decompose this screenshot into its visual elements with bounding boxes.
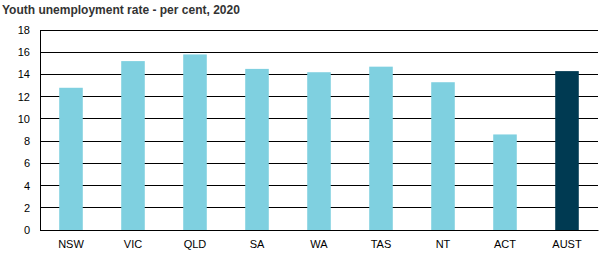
x-tick: NSW [58,230,84,250]
bar [121,61,145,230]
bar [369,67,393,230]
title: Youth unemployment rate - per cent, 2020 [2,3,240,17]
x-tick: VIC [124,230,142,250]
y-tick: 12 [18,91,40,103]
x-tick-label: NT [436,238,451,250]
x-tick: AUST [552,230,582,250]
bars [59,54,579,230]
x-axis: NSW VIC QLD SA WA TAS NT ACT AUST [41,230,599,250]
y-tick-label: 12 [18,91,30,103]
x-tick: NT [436,230,451,250]
chart: Youth unemployment rate - per cent, 2020… [0,0,604,265]
y-tick-label: 16 [18,46,30,58]
x-tick-label: AUST [552,238,582,250]
bar [307,72,331,230]
bar [493,134,517,230]
x-tick-label: SA [250,238,265,250]
x-tick: SA [250,230,265,250]
y-tick-label: 8 [24,135,30,147]
y-tick-label: 6 [24,157,30,169]
grid [40,30,598,230]
y-tick: 4 [24,180,40,192]
y-axis: 0 2 4 6 8 10 12 14 16 18 [18,24,41,236]
y-tick: 8 [24,135,40,147]
x-tick-label: QLD [184,238,207,250]
plot: 0 2 4 6 8 10 12 14 16 18 NSW VIC QLD SA WA TAS NT ACT AUST [18,24,599,250]
y-tick-label: 18 [18,24,30,36]
grid-line [40,30,598,31]
y-tick: 2 [24,202,40,214]
x-tick-label: WA [310,238,328,250]
y-tick-label: 2 [24,202,30,214]
x-tick: TAS [371,230,392,250]
grid-line [40,52,598,53]
y-tick: 10 [18,113,40,125]
x-tick: QLD [184,230,207,250]
y-tick: 0 [24,224,40,236]
y-tick: 16 [18,46,40,58]
y-tick: 6 [24,157,40,169]
y-tick-label: 0 [24,224,30,236]
bar [59,88,83,230]
x-tick-label: NSW [58,238,84,250]
x-tick-label: VIC [124,238,142,250]
x-tick: ACT [494,230,516,250]
y-tick: 14 [18,68,40,80]
y-tick-label: 14 [18,68,30,80]
bar [183,54,207,230]
x-tick-label: TAS [371,238,392,250]
y-tick-label: 4 [24,180,30,192]
x-axis-line [41,230,599,231]
bar [431,82,455,230]
x-tick-label: ACT [494,238,516,250]
bar [245,69,269,230]
y-tick-label: 10 [18,113,30,125]
x-tick: WA [310,230,328,250]
bar [555,71,579,230]
y-tick: 18 [18,24,40,36]
y-axis-line [40,31,41,231]
